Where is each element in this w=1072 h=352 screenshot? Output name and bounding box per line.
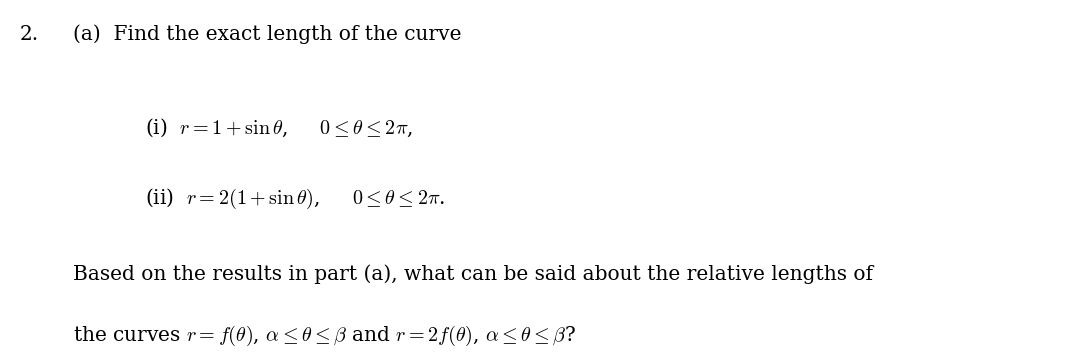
Text: (ii)  $r = 2(1 + \sin\theta)$,     $0 \leq \theta \leq 2\pi$.: (ii) $r = 2(1 + \sin\theta)$, $0 \leq \t… — [145, 187, 445, 211]
Text: the curves $r = f(\theta)$, $\alpha \leq \theta \leq \beta$ and $r = 2f(\theta)$: the curves $r = f(\theta)$, $\alpha \leq… — [73, 324, 576, 348]
Text: (i)  $r = 1 + \sin\theta$,     $0 \leq \theta \leq 2\pi$,: (i) $r = 1 + \sin\theta$, $0 \leq \theta… — [145, 116, 413, 139]
Text: Based on the results in part (a), what can be said about the relative lengths of: Based on the results in part (a), what c… — [73, 264, 873, 284]
Text: (a)  Find the exact length of the curve: (a) Find the exact length of the curve — [73, 25, 461, 44]
Text: 2.: 2. — [19, 25, 39, 44]
